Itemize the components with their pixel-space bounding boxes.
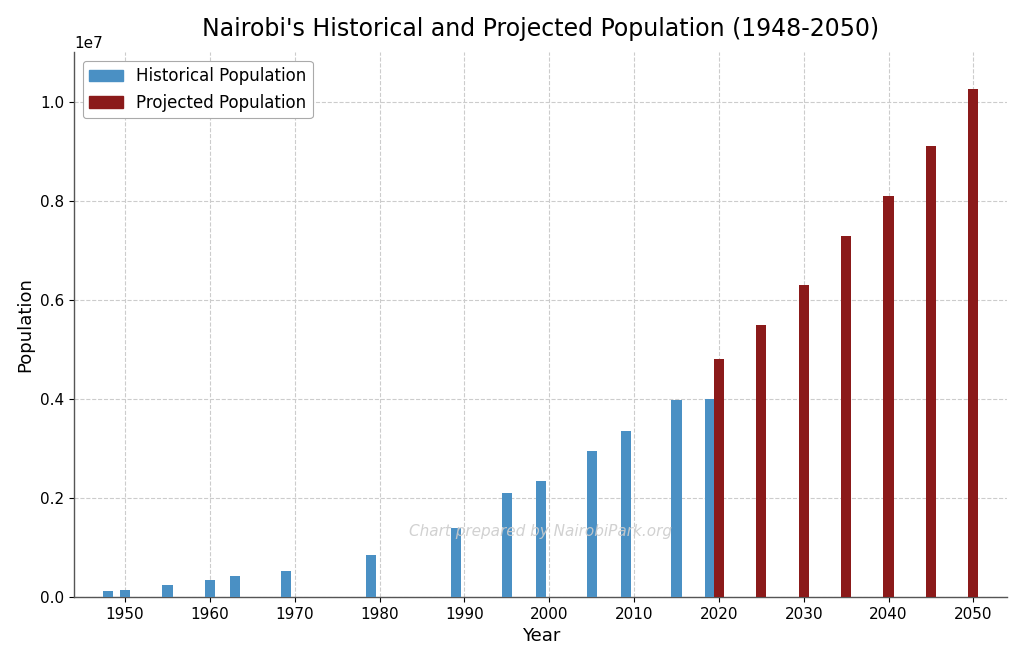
Bar [621, 431, 631, 597]
Bar [451, 528, 461, 597]
Legend: Historical Population, Projected Population: Historical Population, Projected Populat… [83, 61, 312, 118]
Bar [757, 324, 766, 597]
Y-axis label: Population: Population [16, 277, 35, 372]
Bar [502, 493, 512, 597]
Bar [536, 481, 546, 597]
Bar [884, 196, 894, 597]
Bar [672, 400, 682, 597]
Bar [163, 585, 173, 597]
Text: Chart prepared by NairobiPark.org: Chart prepared by NairobiPark.org [410, 524, 673, 539]
Bar [799, 285, 809, 597]
Bar [230, 576, 241, 597]
Bar [282, 571, 292, 597]
Title: Nairobi's Historical and Projected Population (1948-2050): Nairobi's Historical and Projected Popul… [202, 17, 880, 40]
Bar [587, 451, 597, 597]
Bar [103, 591, 114, 597]
Bar [205, 580, 215, 597]
Bar [120, 591, 130, 597]
Bar [841, 236, 851, 597]
X-axis label: Year: Year [521, 628, 560, 645]
Bar [714, 359, 724, 597]
Bar [706, 399, 716, 597]
Bar [366, 555, 376, 597]
Bar [926, 146, 936, 597]
Bar [969, 89, 979, 597]
